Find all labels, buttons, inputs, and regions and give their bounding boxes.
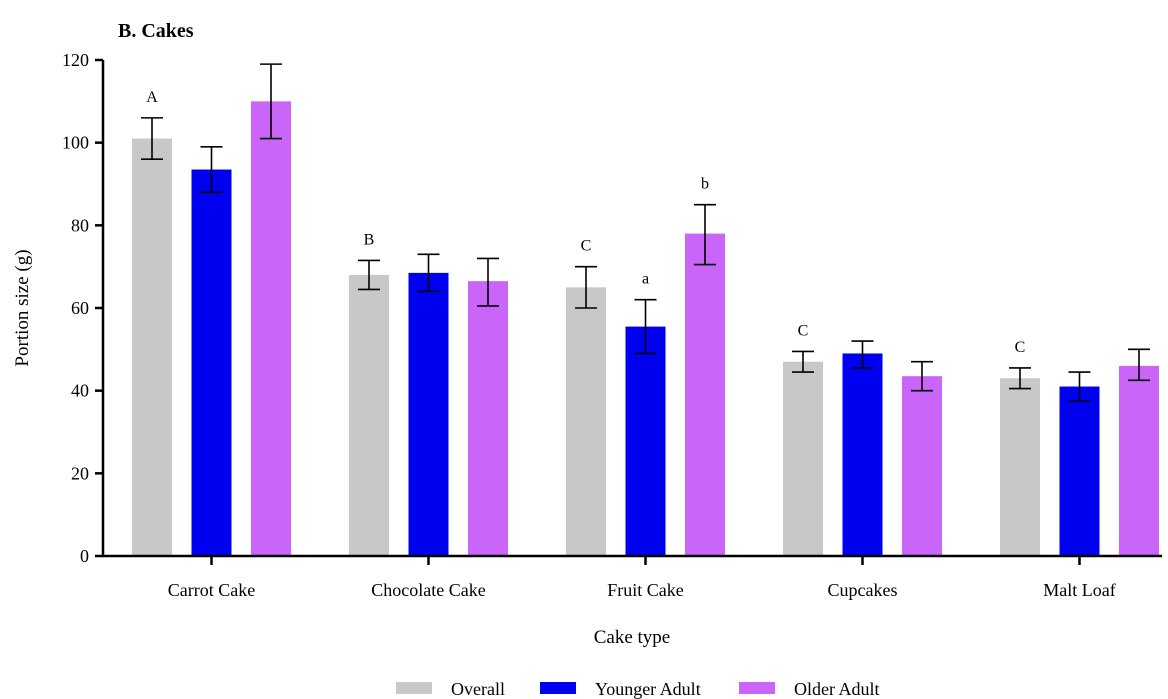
chart-title: B. Cakes: [118, 20, 194, 42]
bar: [251, 101, 291, 556]
legend-label: Younger Adult: [595, 679, 701, 699]
significance-label: A: [146, 89, 158, 106]
significance-label: B: [364, 231, 375, 248]
y-tick-label: 0: [80, 546, 89, 566]
y-axis-ticks: 0 20 40 60 80 100 120: [62, 50, 103, 566]
x-tick-label: Carrot Cake: [168, 580, 255, 600]
significance-label: a: [642, 271, 649, 288]
significance-label: C: [581, 238, 592, 255]
bar: [408, 272, 449, 556]
legend-swatch: [540, 682, 576, 694]
bar: [625, 326, 666, 556]
legend-label: Overall: [451, 679, 505, 699]
y-tick-label: 80: [71, 215, 89, 235]
x-tick-label: Chocolate Cake: [371, 580, 485, 600]
y-axis-title: Portion size (g): [12, 249, 33, 366]
significance-label: b: [701, 176, 709, 193]
y-tick-label: 40: [71, 381, 89, 401]
bar: [1119, 365, 1159, 556]
bar: [132, 138, 172, 557]
bar: [468, 281, 508, 556]
x-axis-title: Cake type: [594, 627, 671, 648]
bar: [902, 376, 942, 556]
significance-label: C: [798, 322, 809, 339]
legend-label: Older Adult: [794, 679, 880, 699]
bar: [1000, 378, 1040, 556]
x-axis-ticks: Carrot Cake Chocolate Cake Fruit Cake Cupca…: [168, 556, 1116, 600]
y-tick-label: 20: [71, 463, 89, 483]
bar: [783, 361, 823, 556]
y-tick-label: 120: [62, 50, 89, 70]
bar: [1059, 386, 1100, 556]
x-tick-label: Malt Loaf: [1043, 580, 1115, 600]
y-tick-label: 100: [62, 133, 89, 153]
legend-swatch: [396, 682, 432, 694]
error-bars-layer: [141, 63, 1150, 402]
legend: Overall Younger Adult Older Adult: [396, 679, 880, 699]
bar: [685, 233, 725, 556]
bar: [842, 353, 883, 556]
significance-labels-layer: A B Ca b C C: [146, 89, 1025, 356]
y-tick-label: 60: [71, 298, 89, 318]
bar: [349, 274, 389, 556]
legend-swatch: [739, 682, 775, 694]
bar: [191, 169, 232, 557]
bar: [566, 287, 606, 556]
bars-layer: [132, 101, 1159, 557]
x-tick-label: Fruit Cake: [607, 580, 684, 600]
x-tick-label: Cupcakes: [828, 580, 898, 600]
significance-label: C: [1015, 339, 1026, 356]
